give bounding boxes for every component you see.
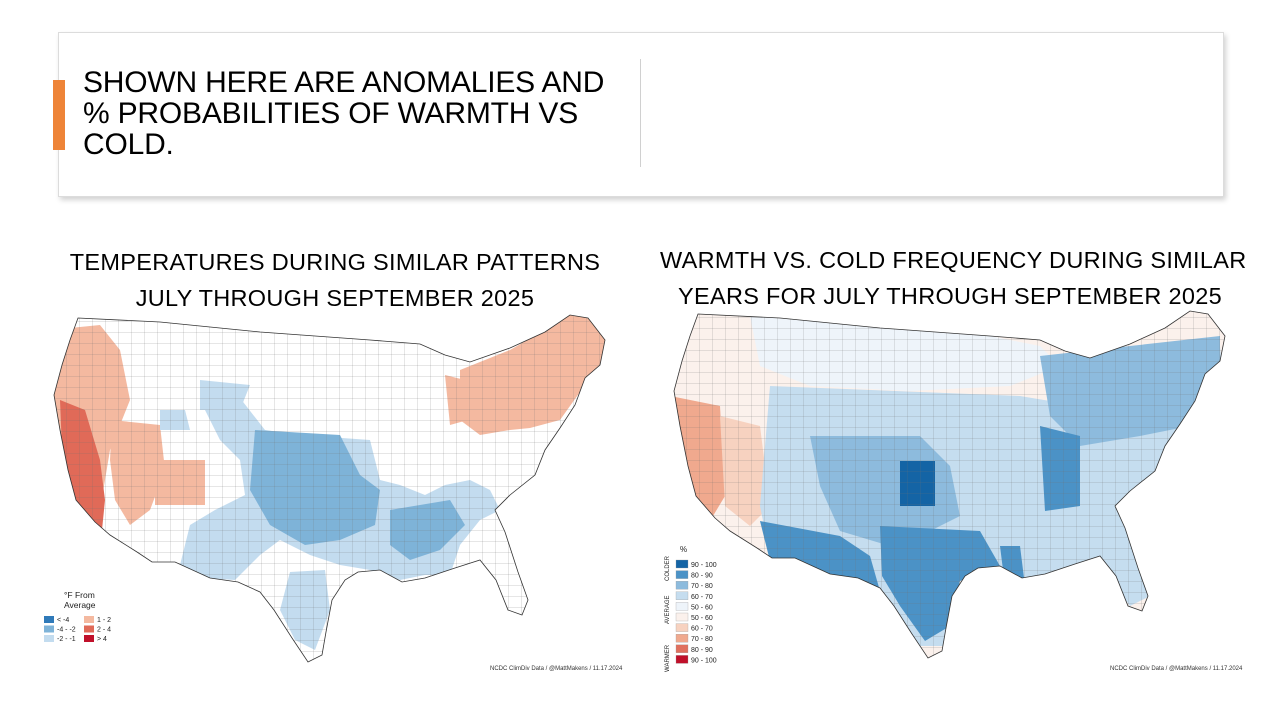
right-legend-label-2: 70 - 80 xyxy=(691,583,713,590)
right-legend: % COLDER AVERAGE WARMER 90 - 100 80 - 90 7… xyxy=(665,545,717,672)
left-map-title-line1: TEMPERATURES DURING SIMILAR PATTERNS xyxy=(69,249,601,275)
left-legend-title-line1: °F From xyxy=(64,590,95,600)
right-legend-swatch-9 xyxy=(675,655,689,664)
right-map-title-line1: WARMTH VS. COLD FREQUENCY DURING SIMILAR xyxy=(660,247,1247,273)
right-map-title: WARMTH VS. COLD FREQUENCY DURING SIMILAR… xyxy=(660,242,1247,314)
left-legend-swatch-3 xyxy=(84,616,94,623)
right-credit: NCDC ClimDiv Data / @MattMakens / 11.17.… xyxy=(1110,666,1243,672)
right-legend-swatch-4 xyxy=(675,602,689,611)
left-legend-swatch-1 xyxy=(44,625,54,633)
right-frequency-map: % COLDER AVERAGE WARMER 90 - 100 80 - 90 7… xyxy=(665,310,1226,672)
right-legend-side-colder: COLDER xyxy=(665,555,671,581)
right-legend-swatch-3 xyxy=(675,591,689,600)
right-legend-swatch-6 xyxy=(675,623,689,632)
right-legend-swatch-5 xyxy=(675,612,689,622)
left-legend-label-1: -4 - -2 xyxy=(57,627,76,634)
left-map-title-line2: JULY THROUGH SEPTEMBER 2025 xyxy=(135,285,535,311)
left-legend: °F From Average < -4 -4 - -2 -2 - -1 1 - 2 2… xyxy=(44,590,111,643)
slide-title: SHOWN HERE ARE ANOMALIES AND % PROBABILI… xyxy=(83,66,605,161)
title-card: SHOWN HERE ARE ANOMALIES AND % PROBABILI… xyxy=(53,32,1224,197)
right-legend-swatch-7 xyxy=(675,634,689,643)
accent-bar xyxy=(53,80,65,150)
left-legend-swatch-2 xyxy=(44,635,54,642)
right-legend-label-8: 80 - 90 xyxy=(691,647,713,654)
left-legend-label-2: -2 - -1 xyxy=(57,636,76,643)
right-legend-swatch-2 xyxy=(675,581,689,590)
left-legend-swatch-4 xyxy=(84,625,94,633)
left-credit: NCDC ClimDiv Data / @MattMakens / 11.17.… xyxy=(490,666,623,672)
card-divider xyxy=(640,59,641,167)
left-legend-swatch-5 xyxy=(84,635,94,642)
left-legend-label-5: > 4 xyxy=(97,636,107,643)
left-legend-label-3: 1 - 2 xyxy=(97,617,111,624)
right-legend-swatch-1 xyxy=(675,570,689,579)
right-legend-unit: % xyxy=(680,545,687,554)
right-legend-label-3: 60 - 70 xyxy=(691,594,713,601)
right-legend-swatch-8 xyxy=(675,644,689,653)
right-legend-label-0: 90 - 100 xyxy=(691,562,717,569)
left-map-title: TEMPERATURES DURING SIMILAR PATTERNS JUL… xyxy=(40,244,630,316)
right-legend-label-6: 60 - 70 xyxy=(691,626,713,633)
left-legend-title-line2: Average xyxy=(64,600,96,610)
right-map-title-line2: YEARS FOR JULY THROUGH SEPTEMBER 2025 xyxy=(678,283,1222,309)
right-legend-label-9: 90 - 100 xyxy=(691,657,717,664)
right-legend-label-1: 80 - 90 xyxy=(691,573,713,580)
right-map-outline xyxy=(673,310,1226,659)
left-legend-swatch-0 xyxy=(44,616,54,623)
right-legend-label-4: 50 - 60 xyxy=(691,604,713,611)
right-legend-side-average: AVERAGE xyxy=(665,595,671,624)
left-anomaly-map: °F From Average < -4 -4 - -2 -2 - -1 1 - 2 2… xyxy=(44,314,606,663)
right-legend-side-warmer: WARMER xyxy=(665,644,671,672)
right-legend-swatch-0 xyxy=(675,559,689,569)
left-legend-label-4: 2 - 4 xyxy=(97,627,111,634)
right-legend-label-7: 70 - 80 xyxy=(691,636,713,643)
left-legend-label-0: < -4 xyxy=(57,617,69,624)
left-map-outline xyxy=(53,314,606,663)
freq-region-carolina xyxy=(1130,486,1170,526)
right-legend-label-5: 50 - 60 xyxy=(691,615,713,622)
